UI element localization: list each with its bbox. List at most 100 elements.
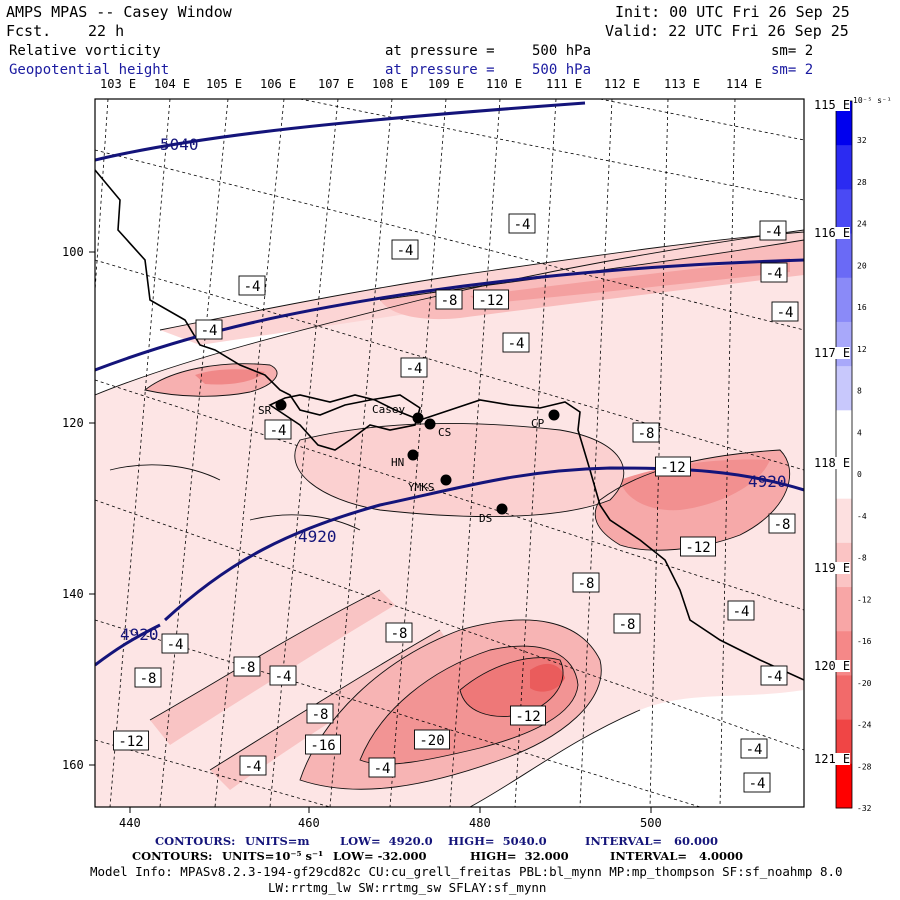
colorbar-label: -8 <box>857 554 867 563</box>
plot-title: AMPS MPAS -- Casey Window <box>6 3 232 21</box>
footer-vort-high: HIGH= 32.000 <box>470 849 569 863</box>
vorticity-label: -20 <box>419 733 444 749</box>
station-label: Casey <box>372 403 405 416</box>
top-longitude-label: 113 E <box>664 77 701 91</box>
colorbar-swatch <box>836 145 852 190</box>
vorticity-label-box <box>414 729 450 750</box>
vorticity-label: -8 <box>391 626 408 642</box>
colorbar-swatch <box>836 277 852 323</box>
model-info-line2: LW:rrtmg_lw SW:rrtmg_sw SFLAY:sf_mynn <box>268 880 547 895</box>
x-tick-label: 500 <box>640 816 662 830</box>
colorbar-swatch <box>836 233 852 279</box>
colorbar-label: 16 <box>857 303 867 312</box>
vorticity-label: -4 <box>749 776 766 792</box>
colorbar-swatch <box>836 189 852 235</box>
coastline <box>95 169 804 681</box>
footer-vort-interval: INTERVAL= 4.0000 <box>610 849 744 863</box>
colorbar-label: 20 <box>857 261 867 270</box>
vorticity-label: -8 <box>312 707 329 723</box>
vorticity-label-box <box>264 419 292 440</box>
vorticity-label: -16 <box>310 738 335 754</box>
vorticity-label: -4 <box>201 323 218 339</box>
vorticity-label-box <box>655 456 691 477</box>
colorbar-swatch <box>836 763 852 809</box>
colorbar-label: -20 <box>857 679 872 688</box>
vorticity-label: -4 <box>766 266 783 282</box>
colorbar-label: -32 <box>857 804 872 813</box>
vorticity-label: -12 <box>685 540 710 556</box>
vorticity-fill <box>95 230 804 807</box>
vorticity-label: -4 <box>765 224 782 240</box>
station-dot <box>412 412 424 424</box>
vorticity-label: -8 <box>239 660 256 676</box>
right-longitude-label: 120 E <box>814 659 851 673</box>
model-info: Model Info: MPASv8.2.3-194-gf29cd82c CU:… <box>90 864 843 879</box>
station-dot <box>407 449 419 461</box>
colorbar-swatch <box>836 410 852 455</box>
y-tick-label: 100 <box>62 245 84 259</box>
vorticity-label: -12 <box>478 293 503 309</box>
vorticity-label-box <box>400 357 428 378</box>
vorticity-label-box <box>233 656 261 677</box>
vorticity-label-box <box>161 633 189 654</box>
field2-smoothing: sm= 2 <box>771 62 814 78</box>
right-longitude-label: 121 E <box>814 752 851 766</box>
station-label: CS <box>438 426 451 439</box>
axis-ticks <box>89 251 652 813</box>
y-tick-label: 160 <box>62 758 84 772</box>
vorticity-label-box <box>740 738 768 759</box>
x-tick-label: 460 <box>298 816 320 830</box>
footer-vort-low: LOW= -32.000 <box>333 849 427 863</box>
colorbar-label: -24 <box>857 721 872 730</box>
footer-height-high: HIGH= 5040.0 <box>448 834 547 848</box>
field1-name: Relative vorticity <box>9 43 161 59</box>
plot-frame <box>94 98 805 808</box>
footer-vort-label: CONTOURS: <box>132 849 213 863</box>
vorticity-label-box <box>771 301 799 322</box>
vorticity-label: -4 <box>766 669 783 685</box>
vorticity-label-box <box>613 613 641 634</box>
vorticity-label: -12 <box>515 709 540 725</box>
vorticity-label: -4 <box>777 305 794 321</box>
colorbar-label: -4 <box>857 512 867 521</box>
station-markers: SR Casey CS CP HN YMKS DS <box>258 399 560 525</box>
vorticity-label-box <box>632 422 660 443</box>
vorticity-label-box <box>760 665 788 686</box>
vorticity-label-box <box>269 665 297 686</box>
vorticity-label-box <box>760 262 788 283</box>
top-longitude-label: 111 E <box>546 77 583 91</box>
vorticity-label-box <box>238 275 266 296</box>
colorbar-swatch <box>836 366 852 411</box>
top-longitude-label: 109 E <box>428 77 465 91</box>
vorticity-label: -4 <box>374 761 391 777</box>
vorticity-label-box <box>510 705 546 726</box>
vorticity-label: -12 <box>660 460 685 476</box>
station-dot <box>548 409 560 421</box>
station-dot <box>496 503 508 515</box>
footer-height-units: UNITS=m <box>245 834 310 848</box>
vorticity-label-box <box>572 572 600 593</box>
vorticity-label-box <box>727 600 755 621</box>
height-label-4920-left: 4920 <box>120 625 159 644</box>
vorticity-label-box <box>759 220 787 241</box>
vorticity-label-box <box>473 289 509 310</box>
vorticity-label: -8 <box>638 426 655 442</box>
colorbar-label: -28 <box>857 762 872 771</box>
vorticity-label-box <box>680 536 716 557</box>
station-label: CP <box>531 417 545 430</box>
vorticity-label: -4 <box>245 759 262 775</box>
station-label: SR <box>258 404 272 417</box>
top-longitude-label: 103 E <box>100 77 137 91</box>
top-longitude-label: 110 E <box>486 77 523 91</box>
vorticity-label: -4 <box>397 243 414 259</box>
colorbar: 10⁻⁵ s⁻¹ 32 28 24 20 16 12 8 4 0 -4 -8 -12 -16 -20 -24 -… <box>835 96 892 813</box>
colorbar-swatch <box>836 101 852 146</box>
y-tick-label: 140 <box>62 587 84 601</box>
colorbar-swatch <box>836 675 852 721</box>
footer-height-label: CONTOURS: <box>155 834 236 848</box>
vorticity-label: -8 <box>578 576 595 592</box>
colorbar-label: 8 <box>857 387 862 396</box>
top-longitude-label: 112 E <box>604 77 641 91</box>
vorticity-label: -4 <box>514 217 531 233</box>
x-tick-label: 440 <box>119 816 141 830</box>
